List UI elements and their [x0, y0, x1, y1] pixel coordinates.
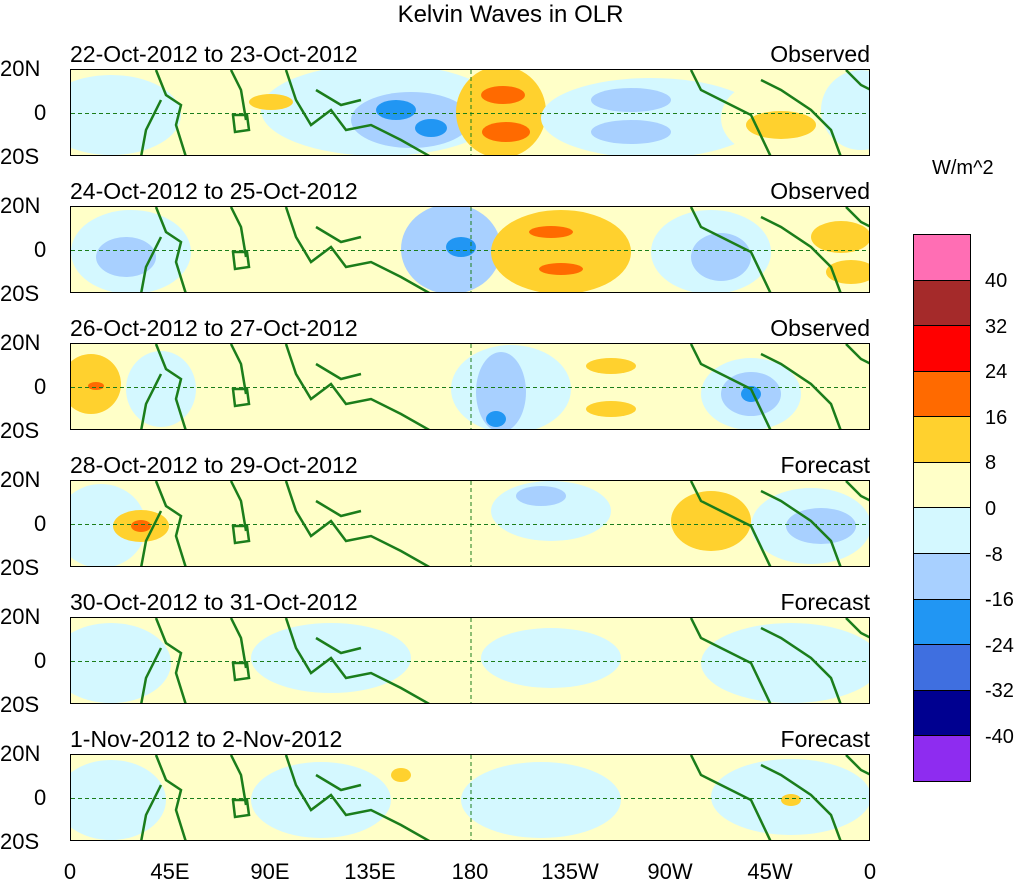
anomaly-contours — [71, 207, 869, 292]
lat-label-20s: 20S — [0, 829, 40, 854]
panel-kind: Observed — [770, 178, 870, 204]
lat-label-equator: 0 — [34, 237, 47, 262]
x-tick-label: 0 — [63, 859, 77, 884]
x-tick-label: 135W — [541, 859, 599, 884]
colorbar-swatch — [913, 553, 971, 600]
x-tick-label: 135E — [344, 859, 396, 884]
lat-label-20s: 20S — [0, 144, 40, 169]
olr-panel-1: 22-Oct-2012 to 23-Oct-2012 Observed 20N … — [0, 41, 870, 169]
anomaly-contours — [71, 344, 869, 429]
colorbar-swatch — [913, 416, 971, 463]
lat-label-20n: 20N — [0, 330, 41, 355]
colorbar-label: -24 — [985, 635, 1014, 657]
colorbar-label: 16 — [985, 407, 1008, 429]
panel-kind: Forecast — [780, 589, 870, 615]
x-tick-label: 180 — [451, 859, 489, 884]
olr-panel-6: 1-Nov-2012 to 2-Nov-2012 Forecast 20N 0 … — [0, 726, 870, 854]
x-tick-label: 45W — [747, 859, 793, 884]
colorbar-swatch — [913, 234, 971, 281]
lat-label-equator: 0 — [34, 648, 47, 673]
anomaly-map — [70, 754, 870, 841]
olr-panel-3: 26-Oct-2012 to 27-Oct-2012 Observed 20N … — [0, 315, 870, 443]
anomaly-map — [70, 617, 870, 704]
colorbar-label: -8 — [985, 544, 1003, 566]
panel-dates: 28-Oct-2012 to 29-Oct-2012 — [70, 452, 358, 478]
panel-dates: 1-Nov-2012 to 2-Nov-2012 — [70, 726, 343, 752]
x-tick-label: 90E — [250, 859, 290, 884]
colorbar-label: 8 — [985, 452, 997, 474]
lat-label-20s: 20S — [0, 418, 40, 443]
colorbar-label: -32 — [985, 680, 1014, 702]
colorbar-units: W/m^2 — [932, 157, 994, 179]
anomaly-map — [70, 206, 870, 293]
colorbar-swatch — [913, 735, 971, 782]
lat-label-20n: 20N — [0, 741, 41, 766]
colorbar-swatch — [913, 507, 971, 555]
lat-label-20s: 20S — [0, 555, 40, 580]
colorbar-swatch — [913, 325, 971, 372]
colorbar-label: 24 — [985, 361, 1008, 383]
colorbar-label: 40 — [985, 270, 1008, 292]
colorbar-label: -16 — [985, 589, 1014, 611]
anomaly-contours — [71, 481, 869, 566]
lat-label-equator: 0 — [34, 785, 47, 810]
panel-dates: 24-Oct-2012 to 25-Oct-2012 — [70, 178, 358, 204]
panel-dates: 22-Oct-2012 to 23-Oct-2012 — [70, 41, 358, 67]
lat-label-20n: 20N — [0, 604, 41, 629]
colorbar-label: 32 — [985, 316, 1008, 338]
figure-title: Kelvin Waves in OLR — [397, 1, 624, 28]
lat-label-20n: 20N — [0, 467, 41, 492]
olr-panel-4: 28-Oct-2012 to 29-Oct-2012 Forecast 20N … — [0, 452, 870, 580]
colorbar-swatch — [913, 279, 971, 327]
lat-label-20s: 20S — [0, 281, 40, 306]
colorbar-swatch — [913, 461, 971, 509]
anomaly-contours — [71, 618, 869, 703]
colorbar-label: 0 — [985, 498, 997, 520]
panel-dates: 30-Oct-2012 to 31-Oct-2012 — [70, 589, 358, 615]
olr-panel-2: 24-Oct-2012 to 25-Oct-2012 Observed 20N … — [0, 178, 870, 306]
colorbar-swatch — [913, 598, 971, 646]
panel-dates: 26-Oct-2012 to 27-Oct-2012 — [70, 315, 358, 341]
lat-label-equator: 0 — [34, 374, 47, 399]
colorbar-swatch — [913, 644, 971, 691]
anomaly-map — [70, 480, 870, 567]
anomaly-contours — [71, 755, 869, 840]
x-tick-label: 0 — [863, 859, 877, 884]
panel-kind: Forecast — [780, 452, 870, 478]
x-tick-label: 90W — [647, 859, 693, 884]
lat-label-20n: 20N — [0, 193, 41, 218]
colorbar-swatch — [913, 370, 971, 418]
panel-kind: Observed — [770, 315, 870, 341]
colorbar-label: -40 — [985, 726, 1014, 748]
lat-label-equator: 0 — [34, 511, 47, 536]
lat-label-20n: 20N — [0, 56, 41, 81]
lat-label-equator: 0 — [34, 100, 47, 125]
panel-kind: Forecast — [780, 726, 870, 752]
anomaly-contours — [71, 70, 869, 155]
olr-panel-5: 30-Oct-2012 to 31-Oct-2012 Forecast 20N … — [0, 589, 870, 717]
x-tick-label: 45E — [150, 859, 190, 884]
colorbar-swatch — [913, 689, 971, 737]
panel-kind: Observed — [770, 41, 870, 67]
anomaly-map — [70, 69, 870, 156]
anomaly-map — [70, 343, 870, 430]
colorbar — [913, 234, 971, 782]
lat-label-20s: 20S — [0, 692, 40, 717]
